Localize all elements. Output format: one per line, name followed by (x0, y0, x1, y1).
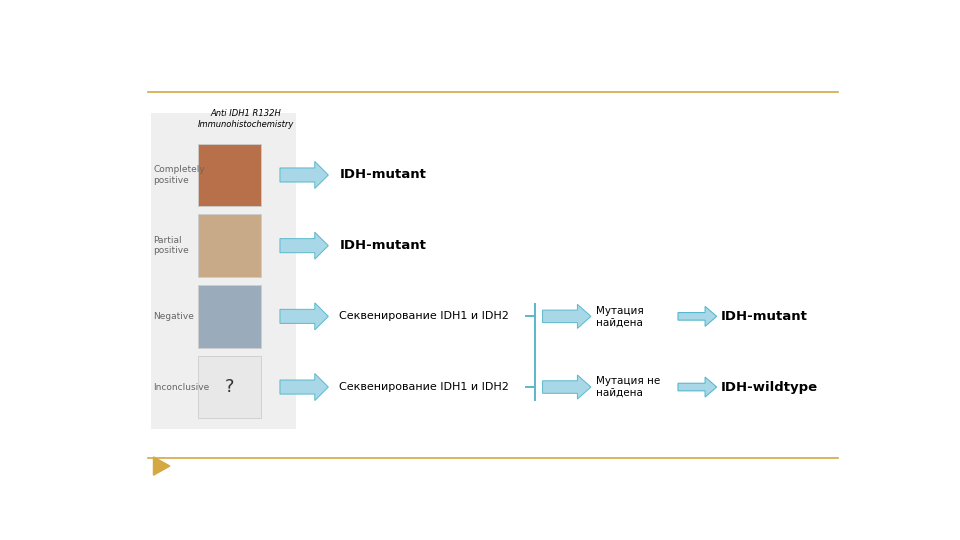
Text: IDH-mutant: IDH-mutant (721, 310, 808, 323)
Text: Мутация
найдена: Мутация найдена (596, 306, 644, 327)
Text: Completely
positive: Completely positive (154, 165, 205, 185)
FancyBboxPatch shape (152, 113, 297, 429)
FancyBboxPatch shape (198, 214, 261, 277)
Polygon shape (542, 375, 591, 399)
Polygon shape (154, 457, 170, 475)
Text: Negative: Negative (154, 312, 194, 321)
Text: Секвенирование IDH1 и IDH2: Секвенирование IDH1 и IDH2 (340, 382, 510, 392)
Text: Anti IDH1 R132H
Immunohistochemistry: Anti IDH1 R132H Immunohistochemistry (198, 109, 294, 129)
FancyBboxPatch shape (198, 356, 261, 418)
Text: Мутация не
найдена: Мутация не найдена (596, 376, 660, 398)
Polygon shape (280, 232, 328, 259)
FancyBboxPatch shape (198, 285, 261, 348)
Text: IDH-wildtype: IDH-wildtype (721, 381, 818, 394)
Text: IDH-mutant: IDH-mutant (340, 168, 426, 181)
Polygon shape (280, 374, 328, 401)
Polygon shape (678, 377, 717, 397)
Text: IDH-mutant: IDH-mutant (340, 239, 426, 252)
Polygon shape (280, 303, 328, 330)
Text: Секвенирование IDH1 и IDH2: Секвенирование IDH1 и IDH2 (340, 312, 510, 321)
Text: Inconclusive: Inconclusive (154, 382, 209, 392)
Text: ?: ? (225, 378, 234, 396)
Polygon shape (280, 161, 328, 188)
Polygon shape (678, 306, 717, 326)
FancyBboxPatch shape (198, 144, 261, 206)
Polygon shape (542, 305, 591, 328)
Text: Partial
positive: Partial positive (154, 236, 189, 255)
